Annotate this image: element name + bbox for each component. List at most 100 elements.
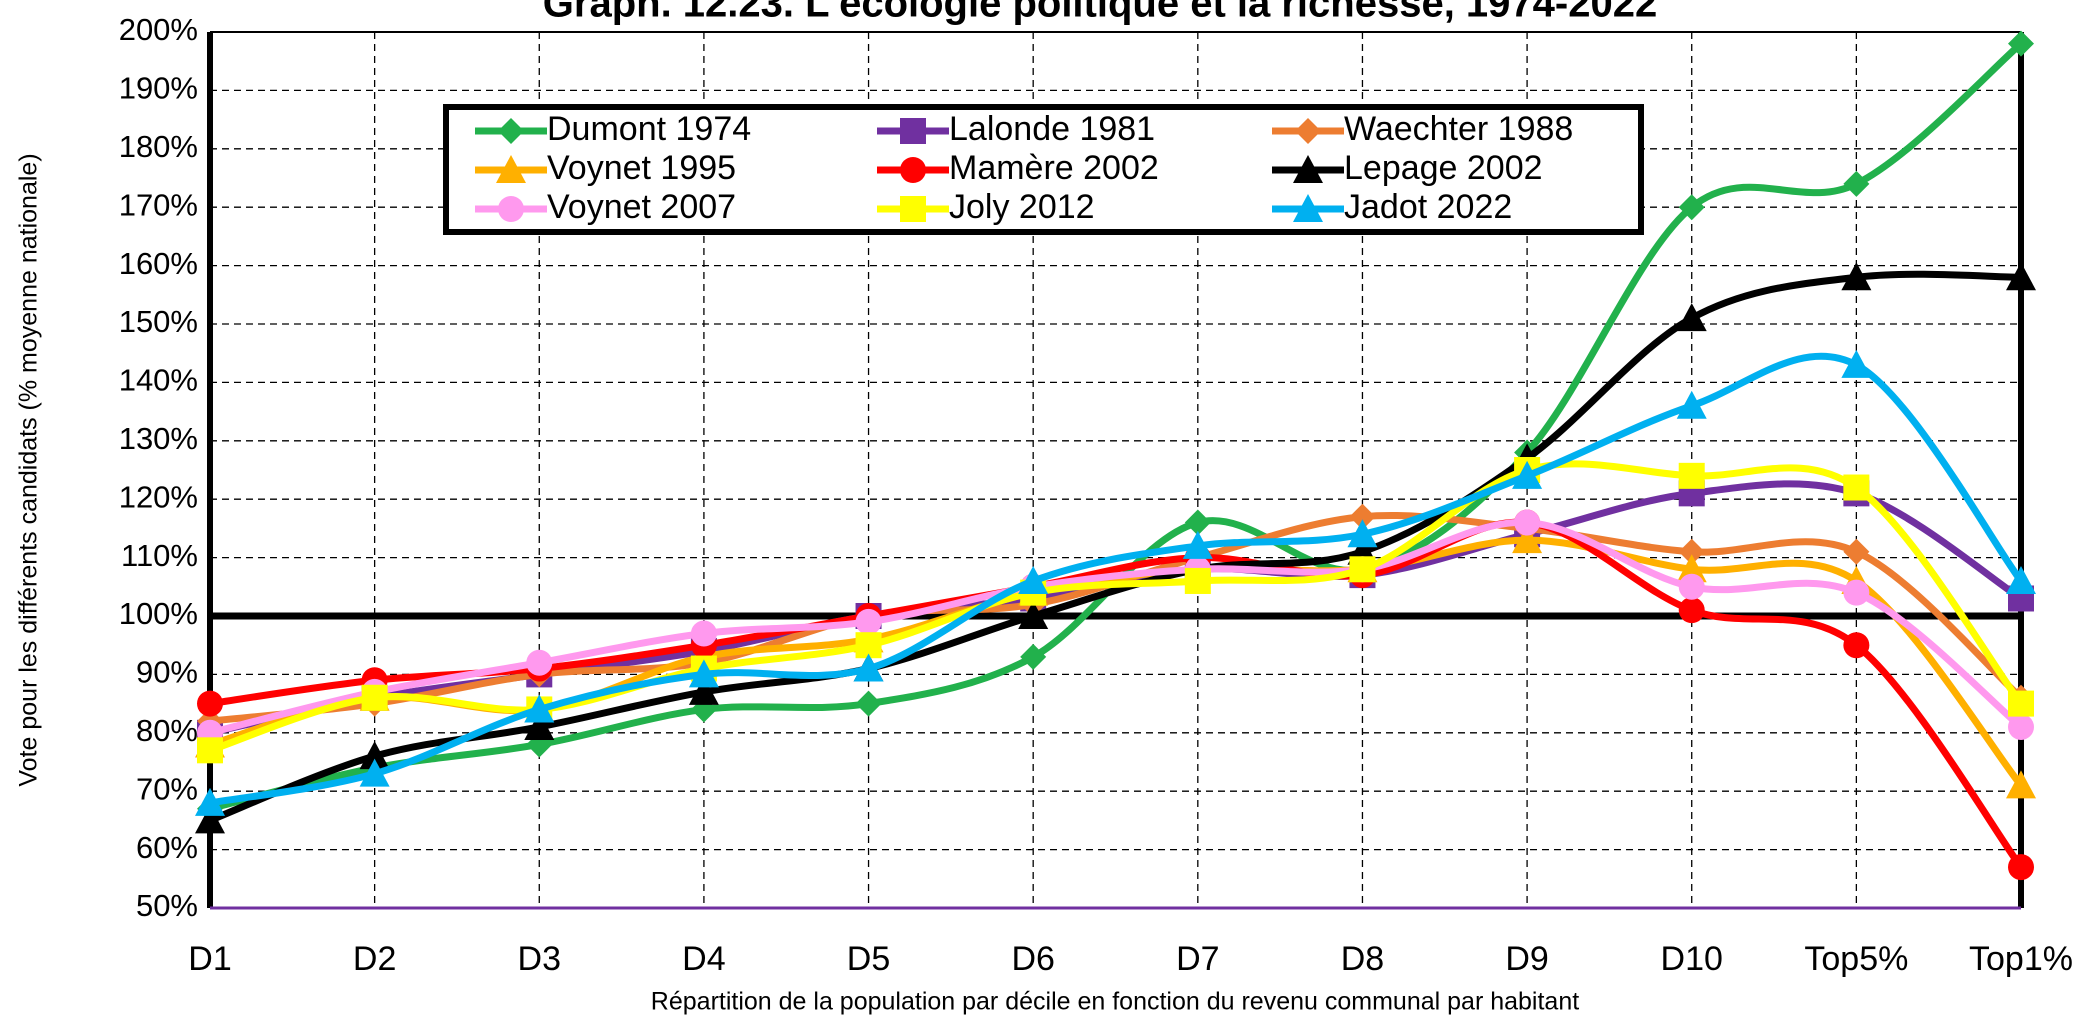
x-axis-label: Répartition de la population par décile … [651,988,1579,1016]
x-tick-label: D8 [1341,940,1384,978]
series-line [209,519,2024,737]
marker [855,608,882,635]
y-tick-label: 170% [119,187,198,222]
legend-label: Voynet 2007 [547,188,736,226]
x-tick-label: D2 [353,940,396,978]
marker [1020,643,1047,670]
series-line [209,480,2023,737]
marker [359,741,390,770]
marker [524,711,555,740]
marker [690,620,717,647]
legend-item: Jadot 2022 [1272,188,1512,226]
x-tick-label: Top1% [1969,940,2073,978]
x-tick-label: D10 [1661,940,1723,978]
marker [1184,567,1211,594]
marker [1678,462,1705,489]
marker [1841,349,1872,378]
marker [197,737,223,764]
marker [2006,770,2036,799]
y-tick-label: 180% [119,129,198,164]
marker [2006,565,2036,594]
y-tick-label: 60% [136,830,198,865]
y-tick-label: 130% [119,421,198,456]
marker [1182,530,1213,559]
marker [1676,303,1707,332]
legend-item: Waechter 1988 [1272,110,1573,148]
y-tick-label: 70% [136,771,198,806]
marker [1295,118,1321,144]
series-line [208,460,2024,754]
marker [853,653,884,682]
marker [361,684,388,711]
marker [1512,460,1543,489]
marker [1514,509,1541,536]
y-tick-label: 200% [119,12,198,47]
marker [1018,601,1049,629]
x-tick-label: D4 [682,940,725,978]
y-tick-label: 160% [119,246,198,281]
y-tick-label: 90% [136,655,198,690]
marker [900,157,926,183]
marker [1843,474,1870,501]
marker [688,659,719,688]
marker [195,787,225,816]
y-axis-label: Vote pour les différents candidats (% mo… [15,153,43,786]
marker [498,196,524,222]
marker [498,118,524,144]
marker [1678,538,1705,565]
legend-label: Mamère 2002 [949,149,1159,187]
marker [359,758,390,787]
legend-item: Mamère 2002 [877,149,1159,187]
y-tick-label: 150% [119,304,198,339]
y-tick-label: 80% [136,713,198,748]
y-tick-label: 120% [119,479,198,514]
marker [900,118,926,144]
marker [2008,713,2034,740]
legend: Dumont 1974 Lalonde 1981 Waechter 1988 Voyn… [443,104,1644,235]
marker [2008,30,2034,57]
legend-label: Lalonde 1981 [949,110,1155,148]
legend-label: Voynet 1995 [547,149,736,187]
legend-item: Joly 2012 [877,188,1095,226]
marker [1676,390,1707,419]
marker [1349,556,1376,583]
x-tick-label: D7 [1176,940,1219,978]
marker [1843,170,1870,197]
marker [1678,573,1705,600]
marker [1293,194,1323,222]
y-tick-label: 50% [136,888,198,923]
x-tick-label: D3 [518,940,561,978]
y-tick-label: 100% [119,596,198,631]
y-tick-label: 140% [119,363,198,398]
marker [1841,262,1872,291]
x-tick-label: D1 [188,940,231,978]
marker [1512,525,1543,554]
marker [1349,503,1376,530]
x-tick-label: Top5% [1804,940,1908,978]
marker [195,805,225,834]
legend-item: Lepage 2002 [1272,149,1543,187]
marker [1843,632,1870,659]
x-tick-label: D5 [847,940,890,978]
marker [855,690,882,717]
legend-item: Dumont 1974 [475,110,751,148]
marker [1843,538,1870,565]
marker [1018,565,1049,594]
legend-label: Jadot 2022 [1344,188,1512,226]
marker [1678,597,1705,624]
legend-box [443,104,1644,235]
x-tick-label: D9 [1505,940,1548,978]
x-tick-label: D6 [1011,940,1054,978]
marker [1184,509,1211,536]
legend-item: Voynet 2007 [475,188,736,226]
marker [1843,579,1870,606]
marker [2006,262,2036,291]
marker [496,155,526,183]
legend-item: Lalonde 1981 [877,110,1155,148]
marker [1347,519,1378,548]
marker [2008,690,2034,717]
legend-label: Waechter 1988 [1344,110,1573,148]
marker [526,649,553,676]
marker [2008,854,2034,881]
y-tick-label: 190% [119,71,198,106]
